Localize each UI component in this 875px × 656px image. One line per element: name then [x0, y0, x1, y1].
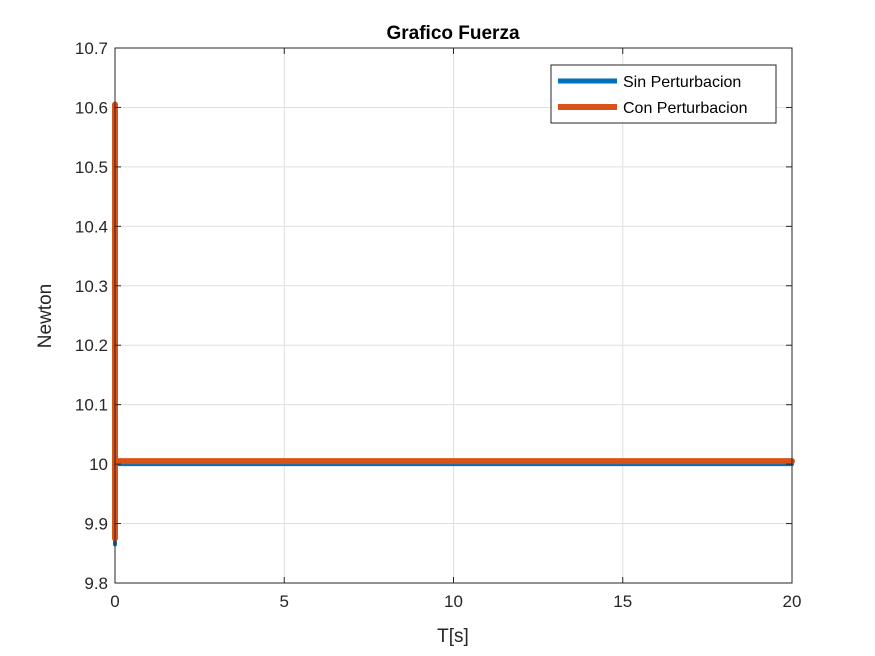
x-tick-label: 10 — [444, 592, 463, 611]
y-axis-label: Newton — [35, 284, 56, 348]
ticks: 0 5 10 15 20 9.8 9.9 10 10.1 10.2 10.3 10.4 10.5 10.6… — [75, 39, 802, 611]
x-tick-label: 0 — [110, 592, 119, 611]
y-tick-label: 10.1 — [75, 396, 108, 415]
legend-label: Con Perturbacion — [623, 100, 748, 117]
y-tick-label: 10.7 — [75, 39, 108, 58]
legend-label: Sin Perturbacion — [623, 74, 741, 91]
legend: Sin Perturbacion Con Perturbacion — [550, 64, 777, 124]
x-axis-label: T[s] — [437, 626, 469, 647]
y-tick-label: 10.4 — [75, 217, 108, 236]
x-tick-label: 5 — [280, 592, 289, 611]
y-tick-label: 9.9 — [84, 515, 108, 534]
x-tick-label: 20 — [783, 592, 802, 611]
y-tick-label: 9.8 — [84, 574, 108, 593]
y-tick-label: 10.6 — [75, 98, 108, 117]
y-tick-label: 10 — [89, 455, 108, 474]
y-tick-label: 10.3 — [75, 277, 108, 296]
y-tick-label: 10.5 — [75, 158, 108, 177]
y-tick-label: 10.2 — [75, 336, 108, 355]
chart-title: Grafico Fuerza — [386, 23, 519, 44]
x-tick-label: 15 — [613, 592, 632, 611]
legend-box — [550, 64, 777, 124]
